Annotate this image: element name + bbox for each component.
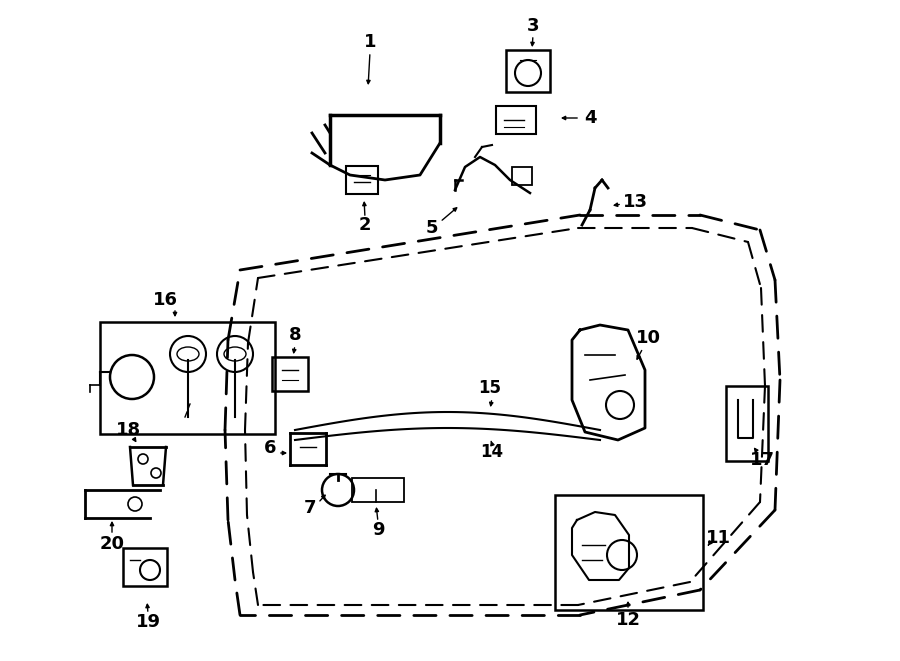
Text: 13: 13 [623, 193, 647, 211]
Bar [726, 386, 768, 461]
Text: 15: 15 [479, 379, 501, 397]
Text: 19: 19 [136, 613, 160, 631]
Text: 17: 17 [750, 451, 775, 469]
Bar [352, 478, 404, 502]
Text: 3: 3 [526, 17, 539, 35]
Text: 5: 5 [426, 219, 438, 237]
Text: 18: 18 [115, 421, 140, 439]
Text: 10: 10 [635, 329, 661, 347]
Bar [512, 167, 532, 185]
Text: 14: 14 [481, 443, 504, 461]
Text: 4: 4 [584, 109, 596, 127]
Bar [346, 166, 378, 194]
Bar [123, 548, 167, 586]
Text: 1: 1 [364, 33, 376, 51]
Text: 20: 20 [100, 535, 124, 553]
Text: 8: 8 [289, 326, 302, 344]
Bar [496, 106, 536, 134]
Text: 9: 9 [372, 521, 384, 539]
Bar [100, 322, 275, 434]
Bar [272, 357, 308, 391]
Text: 11: 11 [706, 529, 731, 547]
Text: 7: 7 [304, 499, 316, 517]
Text: 6: 6 [264, 439, 276, 457]
Text: 16: 16 [152, 291, 177, 309]
Text: 12: 12 [616, 611, 641, 629]
Bar [555, 495, 703, 610]
Bar [506, 50, 550, 92]
Text: 2: 2 [359, 216, 371, 234]
